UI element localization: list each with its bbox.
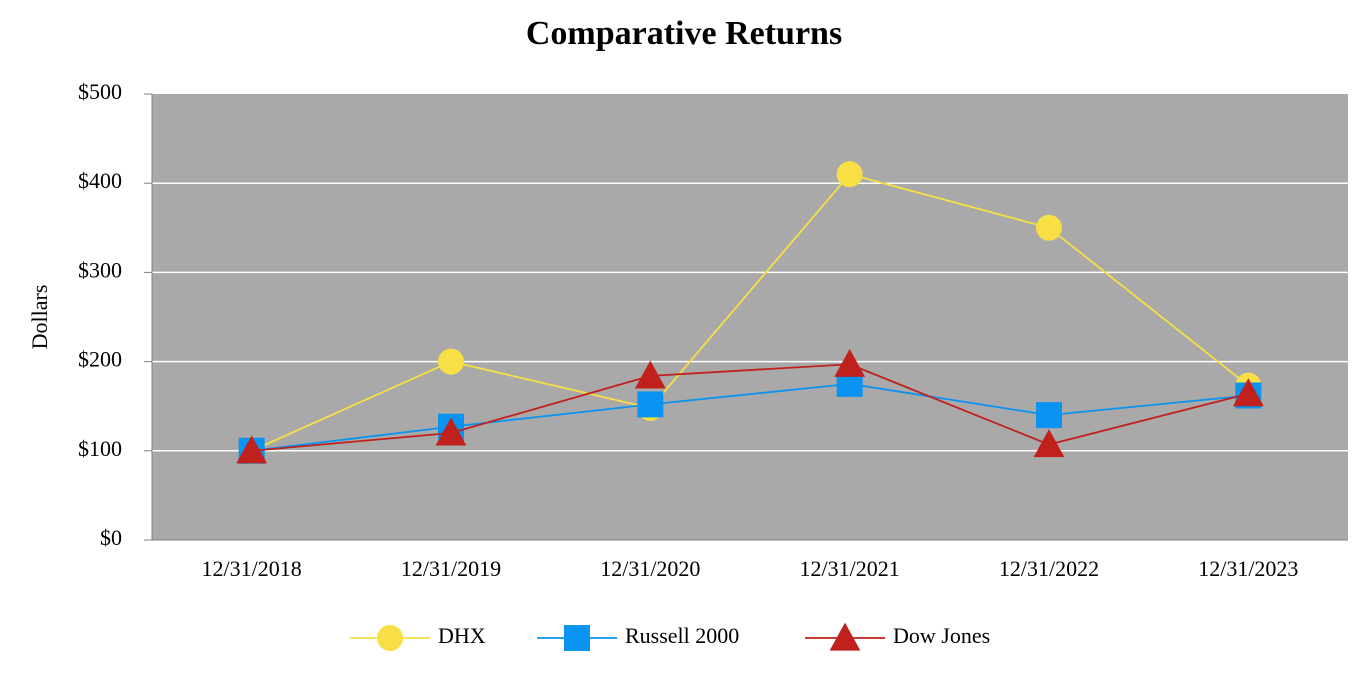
legend-marker [829, 622, 861, 651]
legend-marker [377, 625, 403, 651]
data-point [1036, 402, 1062, 429]
data-point [435, 417, 467, 446]
legend-label: Russell 2000 [625, 623, 739, 648]
legend-marker [564, 625, 590, 651]
legend-label: Dow Jones [893, 623, 990, 648]
legend-label: DHX [438, 623, 486, 648]
y-tick-label: $300 [78, 257, 122, 282]
x-tick-label: 12/31/2022 [999, 556, 1099, 581]
data-point [236, 435, 268, 464]
x-tick-label: 12/31/2019 [401, 556, 501, 581]
y-tick-label: $200 [78, 347, 122, 372]
y-tick-label: $500 [78, 79, 122, 104]
data-point [637, 391, 664, 418]
y-tick-label: $100 [78, 436, 122, 461]
y-tick-label: $0 [100, 525, 122, 550]
data-point [634, 360, 666, 389]
x-tick-label: 12/31/2023 [1198, 556, 1298, 581]
data-point [1036, 214, 1062, 241]
data-point [1232, 378, 1264, 407]
series-line [251, 363, 1249, 452]
y-tick-label: $400 [78, 168, 122, 193]
series-line [251, 173, 1249, 452]
x-tick-label: 12/31/2021 [800, 556, 900, 581]
chart-title: Comparative Returns [526, 15, 842, 52]
y-axis-label: Dollars [27, 285, 52, 350]
data-point [834, 348, 866, 377]
data-point [1033, 429, 1065, 458]
series-line [251, 382, 1249, 452]
plot-area [152, 94, 1348, 540]
data-point [438, 348, 464, 375]
x-tick-label: 12/31/2020 [600, 556, 700, 581]
data-point [836, 161, 863, 188]
x-tick-label: 12/31/2018 [202, 556, 302, 581]
